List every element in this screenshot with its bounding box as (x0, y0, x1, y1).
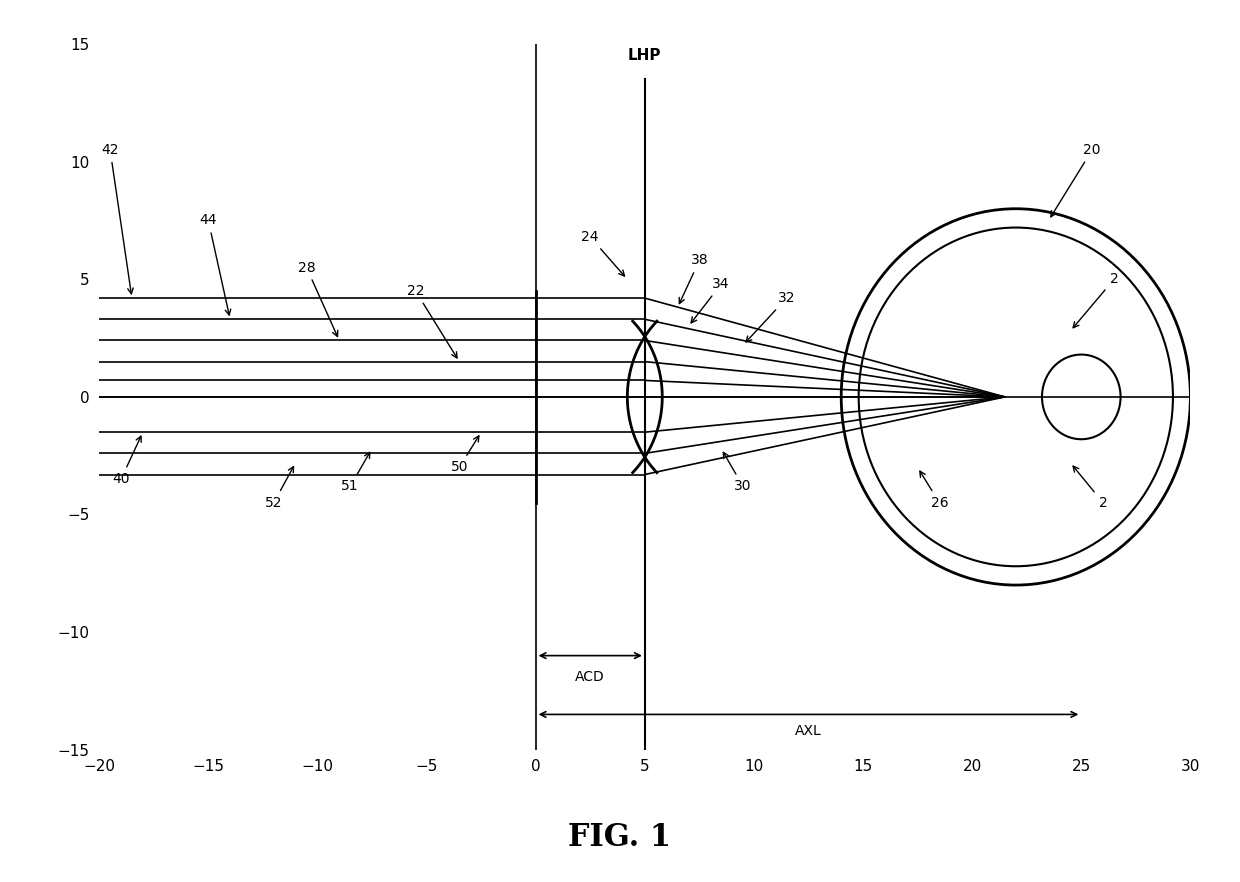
Text: 2: 2 (1073, 273, 1118, 328)
Text: 40: 40 (113, 436, 141, 486)
Text: ACD: ACD (575, 669, 605, 684)
Text: 26: 26 (920, 471, 949, 510)
Text: FIG. 1: FIG. 1 (568, 822, 672, 854)
Text: 44: 44 (200, 213, 231, 315)
Text: 34: 34 (691, 277, 730, 323)
Text: 2: 2 (1073, 466, 1107, 510)
Text: 30: 30 (723, 452, 751, 493)
Text: 20: 20 (1050, 143, 1101, 217)
Text: 42: 42 (102, 143, 133, 294)
Text: 22: 22 (407, 284, 458, 358)
Text: 32: 32 (746, 291, 795, 342)
Text: 51: 51 (341, 452, 370, 493)
Text: AXL: AXL (795, 724, 822, 738)
Text: 52: 52 (265, 467, 294, 510)
Text: 24: 24 (582, 230, 625, 276)
Text: 28: 28 (298, 260, 337, 337)
Text: 38: 38 (680, 253, 708, 303)
Text: 50: 50 (450, 436, 479, 475)
Text: LHP: LHP (627, 49, 662, 64)
